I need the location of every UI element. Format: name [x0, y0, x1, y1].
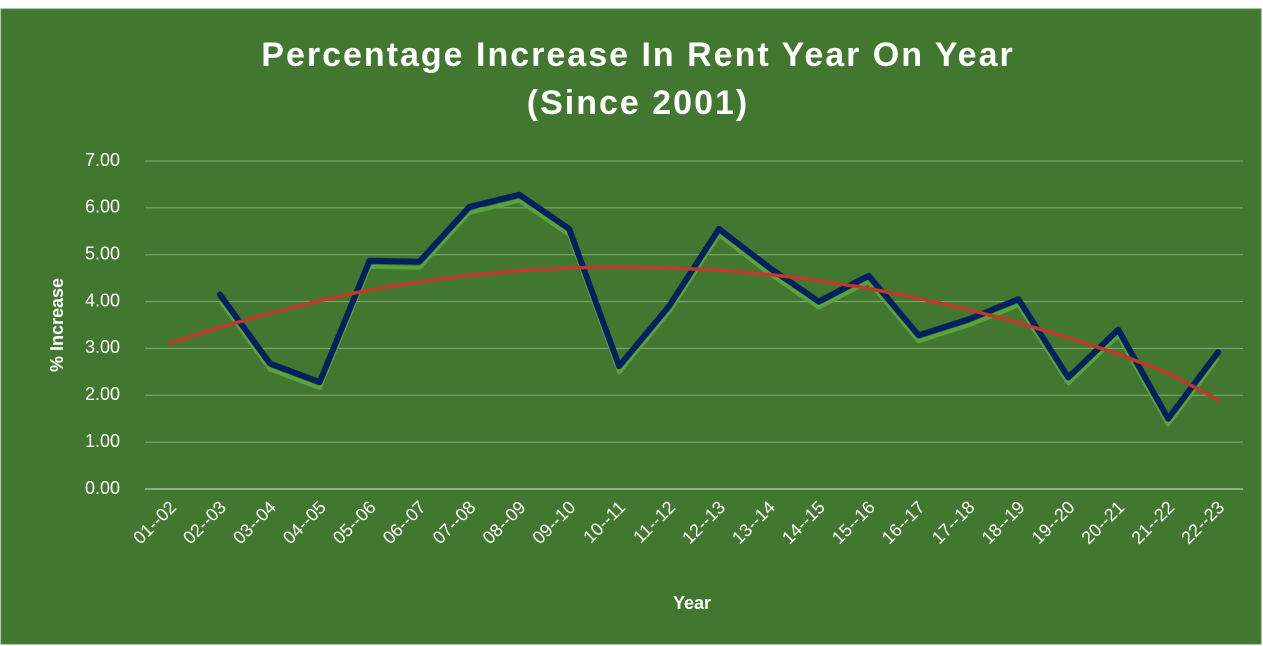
- data-line: [216, 191, 1222, 422]
- y-tick-label: 0.00: [85, 478, 120, 498]
- y-tick-label: 3.00: [85, 337, 120, 357]
- y-tick-label: 1.00: [85, 431, 120, 451]
- chart-background: [0, 8, 1262, 645]
- trend-line: [168, 265, 1220, 402]
- y-tick-label: 7.00: [85, 150, 120, 170]
- y-axis-label: % Increase: [47, 278, 67, 372]
- y-tick-label: 4.00: [85, 290, 120, 310]
- x-axis-label: Year: [673, 593, 711, 613]
- y-tick-label: 2.00: [85, 384, 120, 404]
- chart-subtitle: (Since 2001): [527, 84, 749, 122]
- y-tick-label: 5.00: [85, 243, 120, 263]
- y-tick-label: 6.00: [85, 197, 120, 217]
- line-shadow: [218, 198, 1220, 427]
- chart-title: Percentage Increase In Rent Year On Year: [261, 36, 1014, 74]
